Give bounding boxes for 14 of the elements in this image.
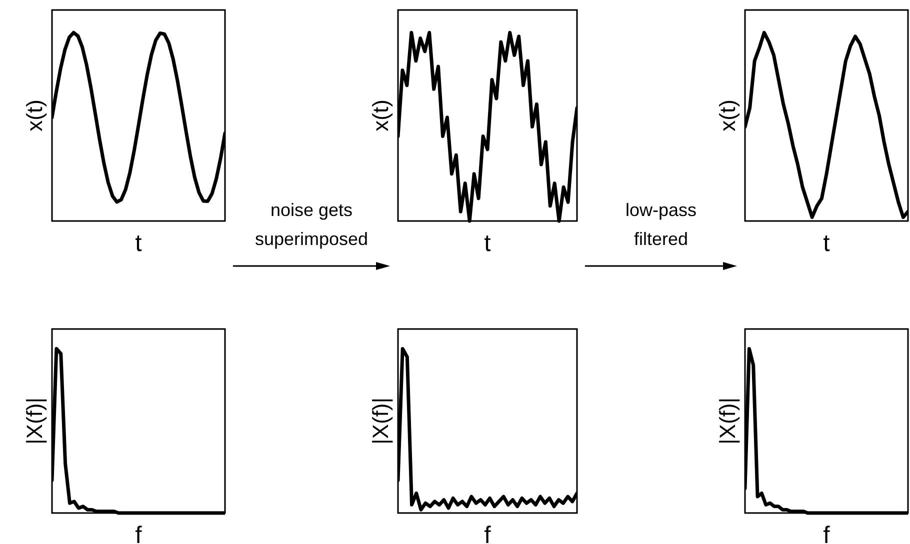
y-axis-title: |X(f)| — [715, 398, 740, 444]
y-axis-title: x(t) — [715, 100, 740, 132]
text: noise gets superimposed — [254, 200, 368, 249]
x-axis-title: f — [135, 522, 142, 544]
x-axis-title: t — [135, 230, 142, 257]
x-axis-title: t — [484, 230, 492, 257]
y-axis-title: x(t) — [22, 100, 47, 132]
text: low-pass filtered — [625, 200, 697, 249]
x-axis-title: f — [484, 522, 492, 544]
x-axis-title: f — [823, 522, 830, 544]
y-axis-title: |X(f)| — [22, 398, 47, 444]
y-axis-title: x(t) — [368, 100, 393, 132]
x-axis-title: t — [823, 230, 830, 257]
y-axis-title: |X(f)| — [368, 398, 393, 444]
